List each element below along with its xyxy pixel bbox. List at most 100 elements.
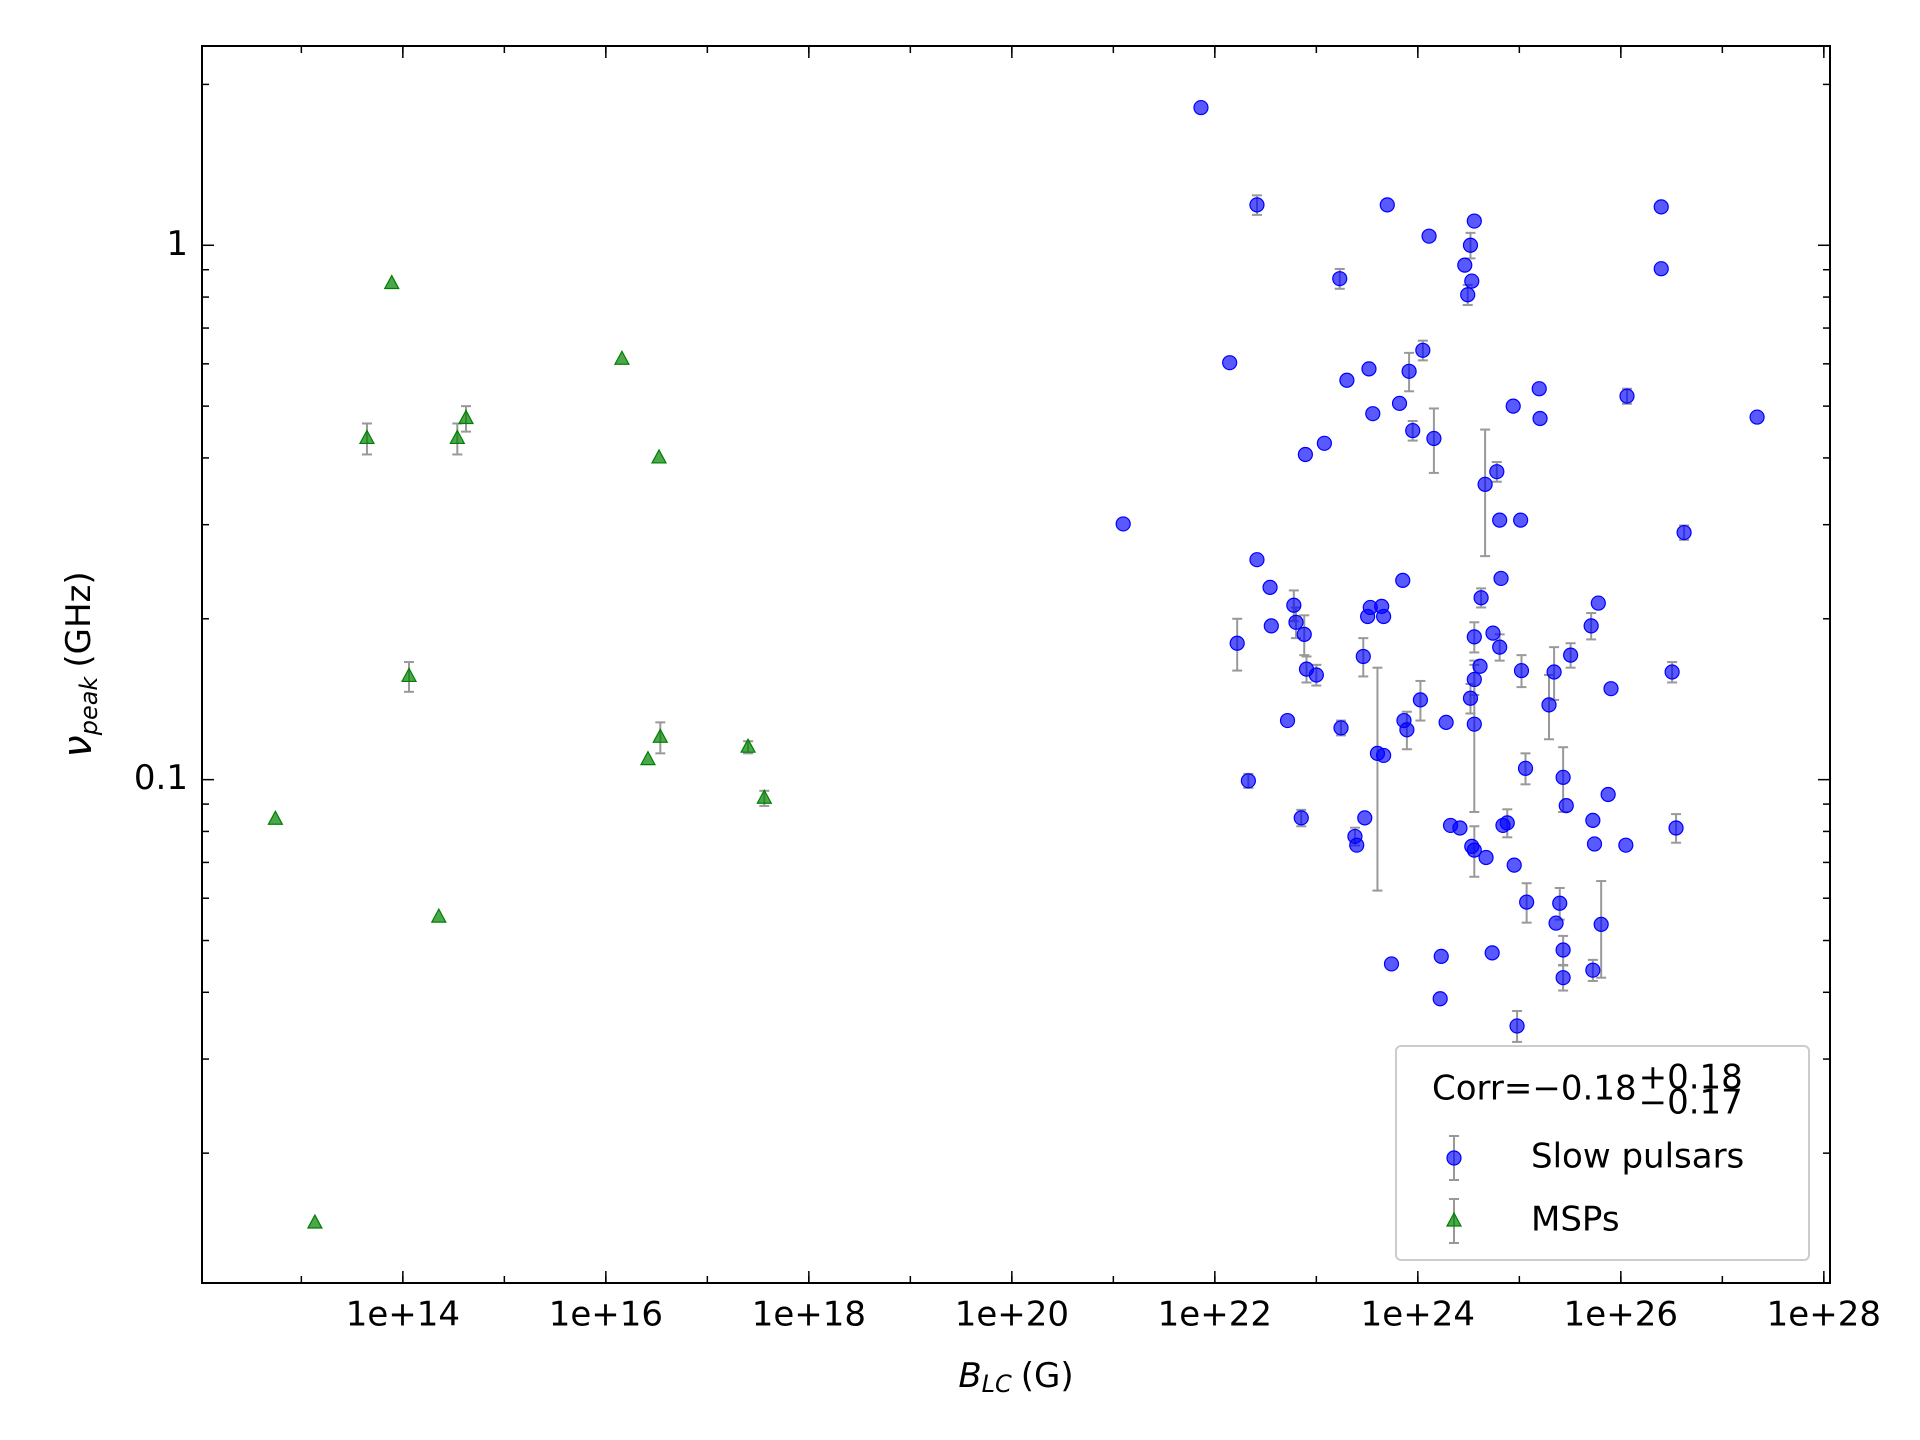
marker xyxy=(1552,895,1568,911)
marker xyxy=(1249,552,1265,568)
marker xyxy=(1288,614,1304,630)
marker xyxy=(1401,363,1417,379)
marker xyxy=(1412,692,1429,708)
marker xyxy=(1391,395,1408,411)
legend-marker xyxy=(1446,1150,1462,1166)
marker xyxy=(1585,962,1601,978)
marker xyxy=(652,728,669,743)
marker xyxy=(1462,690,1479,706)
x-tick-label: 1e+18 xyxy=(752,1295,866,1335)
marker xyxy=(651,448,668,464)
marker xyxy=(1506,857,1522,873)
marker xyxy=(1668,820,1684,836)
y-tick-label: 1 xyxy=(166,224,188,264)
marker xyxy=(1583,618,1599,634)
marker xyxy=(1749,409,1765,425)
marker xyxy=(1361,361,1377,377)
marker xyxy=(1308,667,1324,683)
x-tick-label: 1e+14 xyxy=(346,1295,460,1335)
marker xyxy=(1339,372,1355,388)
marker xyxy=(1555,942,1571,958)
marker xyxy=(1531,381,1547,397)
marker xyxy=(1296,626,1312,642)
marker xyxy=(1316,435,1332,451)
marker xyxy=(1466,716,1482,732)
marker xyxy=(1586,836,1603,852)
marker xyxy=(1676,524,1692,541)
marker xyxy=(1240,773,1256,789)
x-tick-label: 1e+16 xyxy=(549,1295,663,1335)
error-bar xyxy=(1372,666,1383,892)
marker xyxy=(1548,915,1564,931)
marker xyxy=(1517,760,1534,776)
x-tick-label: 1e+20 xyxy=(955,1295,1069,1335)
marker xyxy=(1332,271,1348,287)
legend-item: MSPs xyxy=(1445,1198,1620,1244)
annotation: Corr=−0.18 xyxy=(1432,1069,1637,1109)
x-axis-label: BLC (G) xyxy=(958,1356,1073,1399)
marker xyxy=(1222,355,1238,371)
marker xyxy=(1297,446,1313,463)
x-tick-label: 1e+24 xyxy=(1361,1295,1475,1335)
marker xyxy=(1513,662,1530,679)
marker xyxy=(1279,712,1296,729)
marker xyxy=(1262,579,1278,595)
legend-box xyxy=(1395,1045,1810,1261)
marker xyxy=(1492,512,1508,528)
marker xyxy=(1558,798,1574,814)
marker xyxy=(1555,769,1571,785)
error-bar xyxy=(1480,428,1491,558)
marker xyxy=(1415,342,1431,358)
marker xyxy=(1426,430,1442,447)
marker xyxy=(1193,99,1209,116)
marker xyxy=(1532,410,1548,427)
y-axis-label: νpeak (GHz) xyxy=(55,571,103,757)
marker xyxy=(1460,287,1476,303)
x-tick-label: 1e+22 xyxy=(1158,1295,1272,1335)
marker xyxy=(1405,422,1421,439)
marker xyxy=(1563,647,1579,663)
marker xyxy=(1585,812,1601,828)
plot-frame xyxy=(201,45,1831,1284)
marker xyxy=(1493,570,1509,587)
marker xyxy=(1653,199,1669,215)
marker xyxy=(1432,991,1448,1007)
marker xyxy=(1477,476,1493,492)
x-label-subscript: LC xyxy=(982,1370,1012,1398)
marker xyxy=(1438,714,1454,730)
marker xyxy=(1509,1018,1525,1034)
marker xyxy=(358,429,375,445)
marker xyxy=(613,349,630,365)
marker xyxy=(1600,786,1616,803)
marker xyxy=(1355,648,1371,665)
annotation-sup: +0.18 xyxy=(1639,1058,1743,1098)
x-tick-label: 1e+28 xyxy=(1767,1295,1881,1335)
marker xyxy=(1664,664,1680,680)
y-tick-label: 0.1 xyxy=(134,758,188,798)
marker xyxy=(1555,970,1571,986)
marker xyxy=(1478,849,1494,866)
legend-label: Slow pulsars xyxy=(1531,1137,1744,1177)
marker xyxy=(1376,608,1392,625)
marker xyxy=(1333,720,1349,736)
marker xyxy=(1619,388,1635,404)
y-label-subscript: peak xyxy=(75,676,103,737)
marker xyxy=(1541,697,1557,713)
marker xyxy=(1653,261,1669,277)
marker xyxy=(457,409,475,425)
marker xyxy=(267,810,284,825)
marker xyxy=(1590,595,1606,611)
marker xyxy=(1603,681,1619,697)
marker xyxy=(1395,572,1411,588)
marker xyxy=(1379,197,1395,213)
marker xyxy=(1462,237,1479,253)
y-label-unit: (GHz) xyxy=(59,571,99,667)
marker xyxy=(449,429,466,445)
marker xyxy=(1466,629,1482,645)
annotation-sub: −0.17 xyxy=(1639,1083,1743,1123)
marker xyxy=(1249,197,1265,213)
marker xyxy=(1466,213,1482,229)
marker xyxy=(1229,635,1245,651)
marker xyxy=(1433,948,1449,964)
